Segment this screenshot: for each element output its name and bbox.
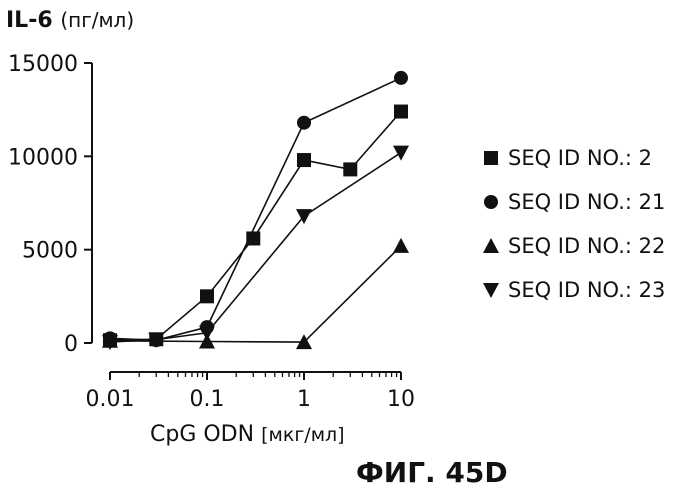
chart-legend: SEQ ID NO.: 2 SEQ ID NO.: 21 SEQ ID NO.:… (480, 142, 665, 318)
chart-axes: 0 5000 10000 15000 0.01 0.1 1 10 (8, 52, 415, 412)
triangle-down-marker-icon (480, 279, 502, 301)
legend-label: SEQ ID NO.: 22 (508, 234, 665, 258)
data-point (297, 116, 311, 130)
legend-item-seq22: SEQ ID NO.: 22 (480, 230, 665, 262)
series-1 (103, 71, 408, 347)
y-tick-label: 0 (64, 332, 78, 357)
y-tick-label: 15000 (8, 52, 78, 77)
y-tick-label: 5000 (22, 239, 78, 264)
series-2 (102, 238, 409, 349)
data-point (393, 146, 409, 161)
x-axis-title: CpG ODN [мкг/мл] (150, 422, 345, 447)
x-tick-label: 10 (387, 387, 415, 412)
data-point (297, 153, 311, 167)
legend-label: SEQ ID NO.: 2 (508, 146, 652, 170)
x-tick-label: 0.1 (190, 387, 225, 412)
series-line (110, 246, 401, 342)
data-point (393, 238, 409, 253)
triangle-up-marker-icon (480, 235, 502, 257)
x-tick-label: 0.01 (86, 387, 135, 412)
series-3 (102, 146, 409, 350)
legend-label: SEQ ID NO.: 23 (508, 278, 665, 302)
y-tick-label: 10000 (8, 145, 78, 170)
figure-label: ФИГ. 45D (356, 456, 508, 489)
series-line (110, 78, 401, 340)
x-tick-label: 1 (297, 387, 311, 412)
data-point (394, 71, 408, 85)
circle-marker-icon (480, 191, 502, 213)
square-marker-icon (480, 147, 502, 169)
x-axis-title-quantity: CpG ODN (150, 422, 254, 447)
y-axis-title-quantity: IL-6 (6, 8, 53, 33)
data-point (394, 105, 408, 119)
y-axis-title: IL-6 (пг/мл) (6, 8, 134, 33)
legend-item-seq2: SEQ ID NO.: 2 (480, 142, 665, 174)
series-line (110, 153, 401, 342)
legend-label: SEQ ID NO.: 21 (508, 190, 665, 214)
data-point (343, 162, 357, 176)
legend-item-seq21: SEQ ID NO.: 21 (480, 186, 665, 218)
chart-series-layer (102, 71, 409, 350)
data-point (200, 289, 214, 303)
y-axis-title-unit: (пг/мл) (60, 8, 134, 32)
x-axis-title-unit: [мкг/мл] (261, 424, 345, 446)
legend-item-seq23: SEQ ID NO.: 23 (480, 274, 665, 306)
